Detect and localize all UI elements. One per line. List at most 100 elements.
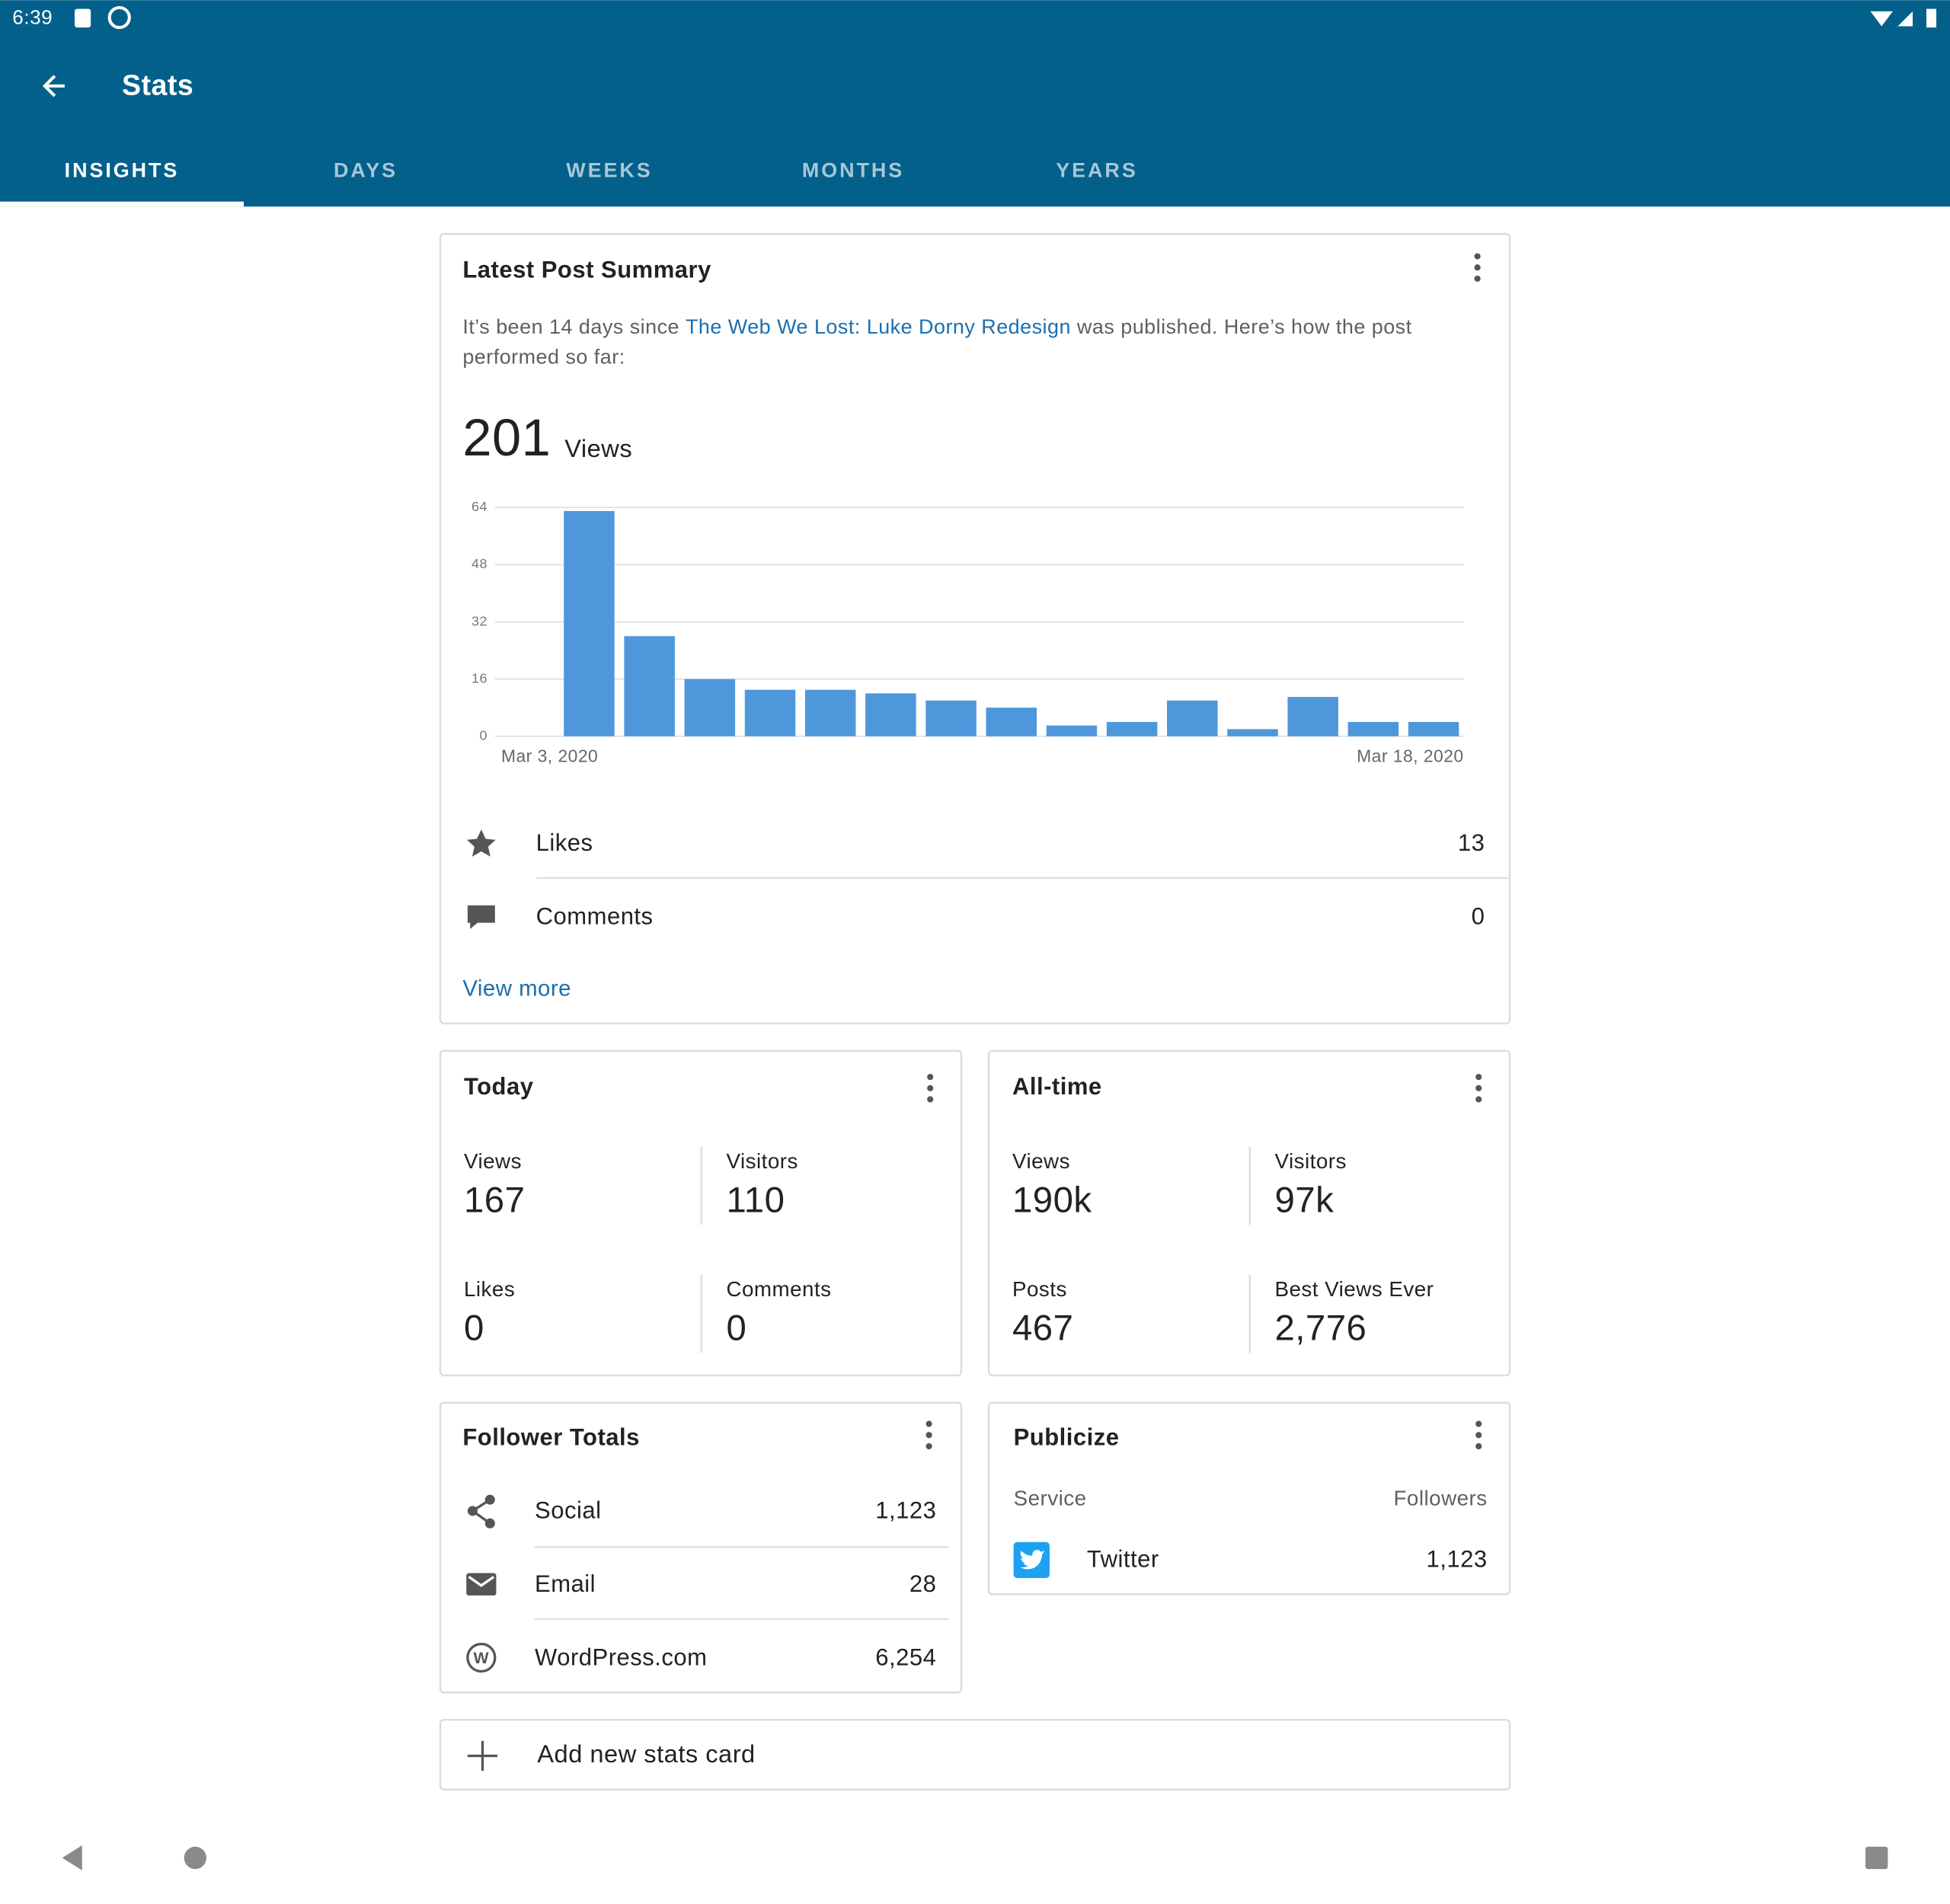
view-more-link[interactable]: View more xyxy=(462,976,571,1002)
row-label: Likes xyxy=(536,829,593,856)
y-tick-label: 16 xyxy=(472,670,488,685)
bar xyxy=(624,636,675,736)
views-count: 201 xyxy=(462,408,551,467)
stat-label: Likes xyxy=(464,1277,515,1301)
stat-value: 97k xyxy=(1274,1180,1334,1220)
bar xyxy=(1227,729,1278,736)
nav-back[interactable] xyxy=(62,1845,82,1870)
tab[interactable]: WEEKS xyxy=(566,159,652,182)
tab[interactable]: DAYS xyxy=(334,159,398,182)
bar xyxy=(684,679,736,736)
nav-recents[interactable] xyxy=(1865,1846,1888,1870)
card-title: Latest Post Summary xyxy=(462,256,711,283)
row-value: 1,123 xyxy=(1427,1545,1488,1572)
card-title: Follower Totals xyxy=(462,1423,640,1450)
summary-text: performed so far: xyxy=(462,346,625,369)
comment-icon xyxy=(467,905,495,929)
menu-dot xyxy=(927,1074,934,1081)
menu-dot xyxy=(927,1096,934,1103)
stat-value: 2,776 xyxy=(1274,1308,1367,1349)
twitter-icon xyxy=(1013,1541,1050,1579)
tab[interactable]: INSIGHTS xyxy=(65,159,180,182)
stat-value: 110 xyxy=(726,1180,785,1220)
menu-button[interactable] xyxy=(1474,253,1481,282)
stat-value: 0 xyxy=(726,1308,746,1349)
column-header: Followers xyxy=(1393,1487,1487,1510)
stat-value: 167 xyxy=(464,1180,525,1220)
tab[interactable]: MONTHS xyxy=(802,159,904,182)
text: was published. Here’s how the post xyxy=(1071,315,1412,338)
menu-button[interactable] xyxy=(1475,1420,1482,1450)
status-time: 6:39 xyxy=(12,6,53,29)
y-tick-label: 64 xyxy=(472,499,488,514)
menu-button[interactable] xyxy=(925,1420,932,1450)
app-title: Stats xyxy=(122,69,193,101)
text: It’s been 14 days since xyxy=(462,315,686,338)
summary-text: It’s been 14 days since The Web We Lost:… xyxy=(462,315,1411,338)
stat-label: Posts xyxy=(1012,1277,1067,1301)
y-tick-label: 0 xyxy=(480,727,488,743)
app-bar-bg xyxy=(0,0,1950,207)
star-icon xyxy=(467,829,496,857)
bar xyxy=(1046,725,1098,736)
card-title: Today xyxy=(464,1073,534,1100)
card-title: Publicize xyxy=(1014,1423,1120,1450)
svg-text:W: W xyxy=(474,1650,490,1667)
bar xyxy=(925,700,977,736)
card-title: All-time xyxy=(1012,1073,1102,1100)
row-label: WordPress.com xyxy=(535,1644,707,1670)
add-card-button[interactable] xyxy=(439,1718,1511,1791)
bar xyxy=(1167,700,1218,736)
x-tick-label: Mar 3, 2020 xyxy=(501,746,598,766)
battery-icon xyxy=(1926,8,1937,28)
bar xyxy=(1408,721,1459,736)
row-value: 1,123 xyxy=(875,1497,936,1524)
email-icon xyxy=(466,1573,497,1596)
views-label: Views xyxy=(564,434,632,462)
sd-icon xyxy=(74,8,91,28)
bar xyxy=(986,708,1037,736)
publicize-card xyxy=(987,1401,1511,1596)
plus-icon xyxy=(467,1740,498,1771)
row-label: Email xyxy=(535,1570,596,1597)
stat-value: 0 xyxy=(464,1308,484,1349)
tab[interactable]: YEARS xyxy=(1056,159,1137,182)
row-value: 6,254 xyxy=(875,1644,936,1670)
y-tick-label: 32 xyxy=(472,613,488,628)
column-header: Service xyxy=(1014,1487,1087,1510)
bar xyxy=(564,511,615,736)
stat-label: Views xyxy=(1012,1149,1070,1173)
post-link[interactable]: The Web We Lost: Luke Dorny Redesign xyxy=(686,315,1071,338)
signal-icons xyxy=(1870,11,1913,27)
stat-label: Visitors xyxy=(1274,1149,1346,1173)
menu-dot xyxy=(1475,1096,1482,1103)
stat-label: Visitors xyxy=(726,1149,798,1173)
row-value: 28 xyxy=(909,1570,936,1597)
bar xyxy=(865,693,916,736)
tab-indicator xyxy=(0,201,244,207)
row-value: 13 xyxy=(1458,829,1485,856)
menu-dot xyxy=(927,1085,934,1091)
row-value: 0 xyxy=(1472,902,1485,929)
x-tick-label: Mar 18, 2020 xyxy=(1357,746,1464,766)
stat-label: Views xyxy=(464,1149,522,1173)
bar xyxy=(804,689,856,736)
nav-home[interactable] xyxy=(184,1846,207,1870)
menu-dot xyxy=(1475,1085,1482,1091)
stat-label: Best Views Ever xyxy=(1274,1277,1434,1301)
stat-label: Comments xyxy=(726,1277,831,1301)
row-label: Twitter xyxy=(1087,1545,1159,1572)
sync-icon xyxy=(107,5,131,30)
bar xyxy=(1347,721,1399,736)
wordpress-icon: W xyxy=(466,1642,497,1673)
share-icon xyxy=(467,1494,495,1529)
back-button[interactable] xyxy=(42,75,65,97)
stat-value: 190k xyxy=(1012,1180,1092,1220)
y-tick-label: 48 xyxy=(472,556,488,571)
bar xyxy=(1106,721,1158,736)
add-card-label: Add new stats card xyxy=(537,1739,755,1768)
row-label: Comments xyxy=(536,902,654,929)
stat-value: 467 xyxy=(1012,1308,1073,1349)
